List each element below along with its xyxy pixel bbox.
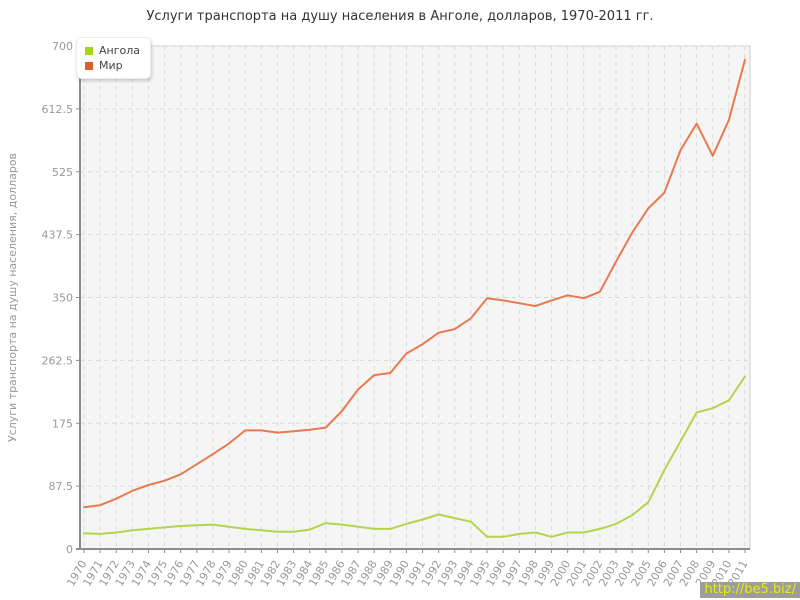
plot-background xyxy=(79,45,751,550)
y-tick-label: 700 xyxy=(52,40,73,53)
y-tick-label: 175 xyxy=(52,417,73,430)
y-tick-label: 350 xyxy=(52,292,73,305)
legend-label-mir: Мир xyxy=(99,59,123,72)
legend: Ангола Мир xyxy=(76,37,151,79)
y-tick-label: 525 xyxy=(52,166,73,179)
series-line-mir xyxy=(83,58,746,509)
series-line-angola xyxy=(83,375,746,538)
y-tick-label: 437.5 xyxy=(42,229,74,242)
legend-item-mir: Мир xyxy=(85,58,140,73)
legend-label-angola: Ангола xyxy=(99,44,140,57)
y-tick-label: 87.5 xyxy=(49,480,74,493)
y-axis-title: Услуги транспорта на душу населения, дол… xyxy=(6,153,19,442)
y-tick-label: 0 xyxy=(66,543,73,556)
y-tick-label: 262.5 xyxy=(42,354,74,367)
y-tick-label: 612.5 xyxy=(42,103,74,116)
legend-swatch-angola xyxy=(85,46,93,55)
legend-item-angola: Ангола xyxy=(85,43,140,58)
legend-swatch-mir xyxy=(85,61,93,70)
chart-title: Услуги транспорта на душу населения в Ан… xyxy=(146,9,654,24)
watermark-link[interactable]: http://be5.biz/ xyxy=(700,582,800,598)
